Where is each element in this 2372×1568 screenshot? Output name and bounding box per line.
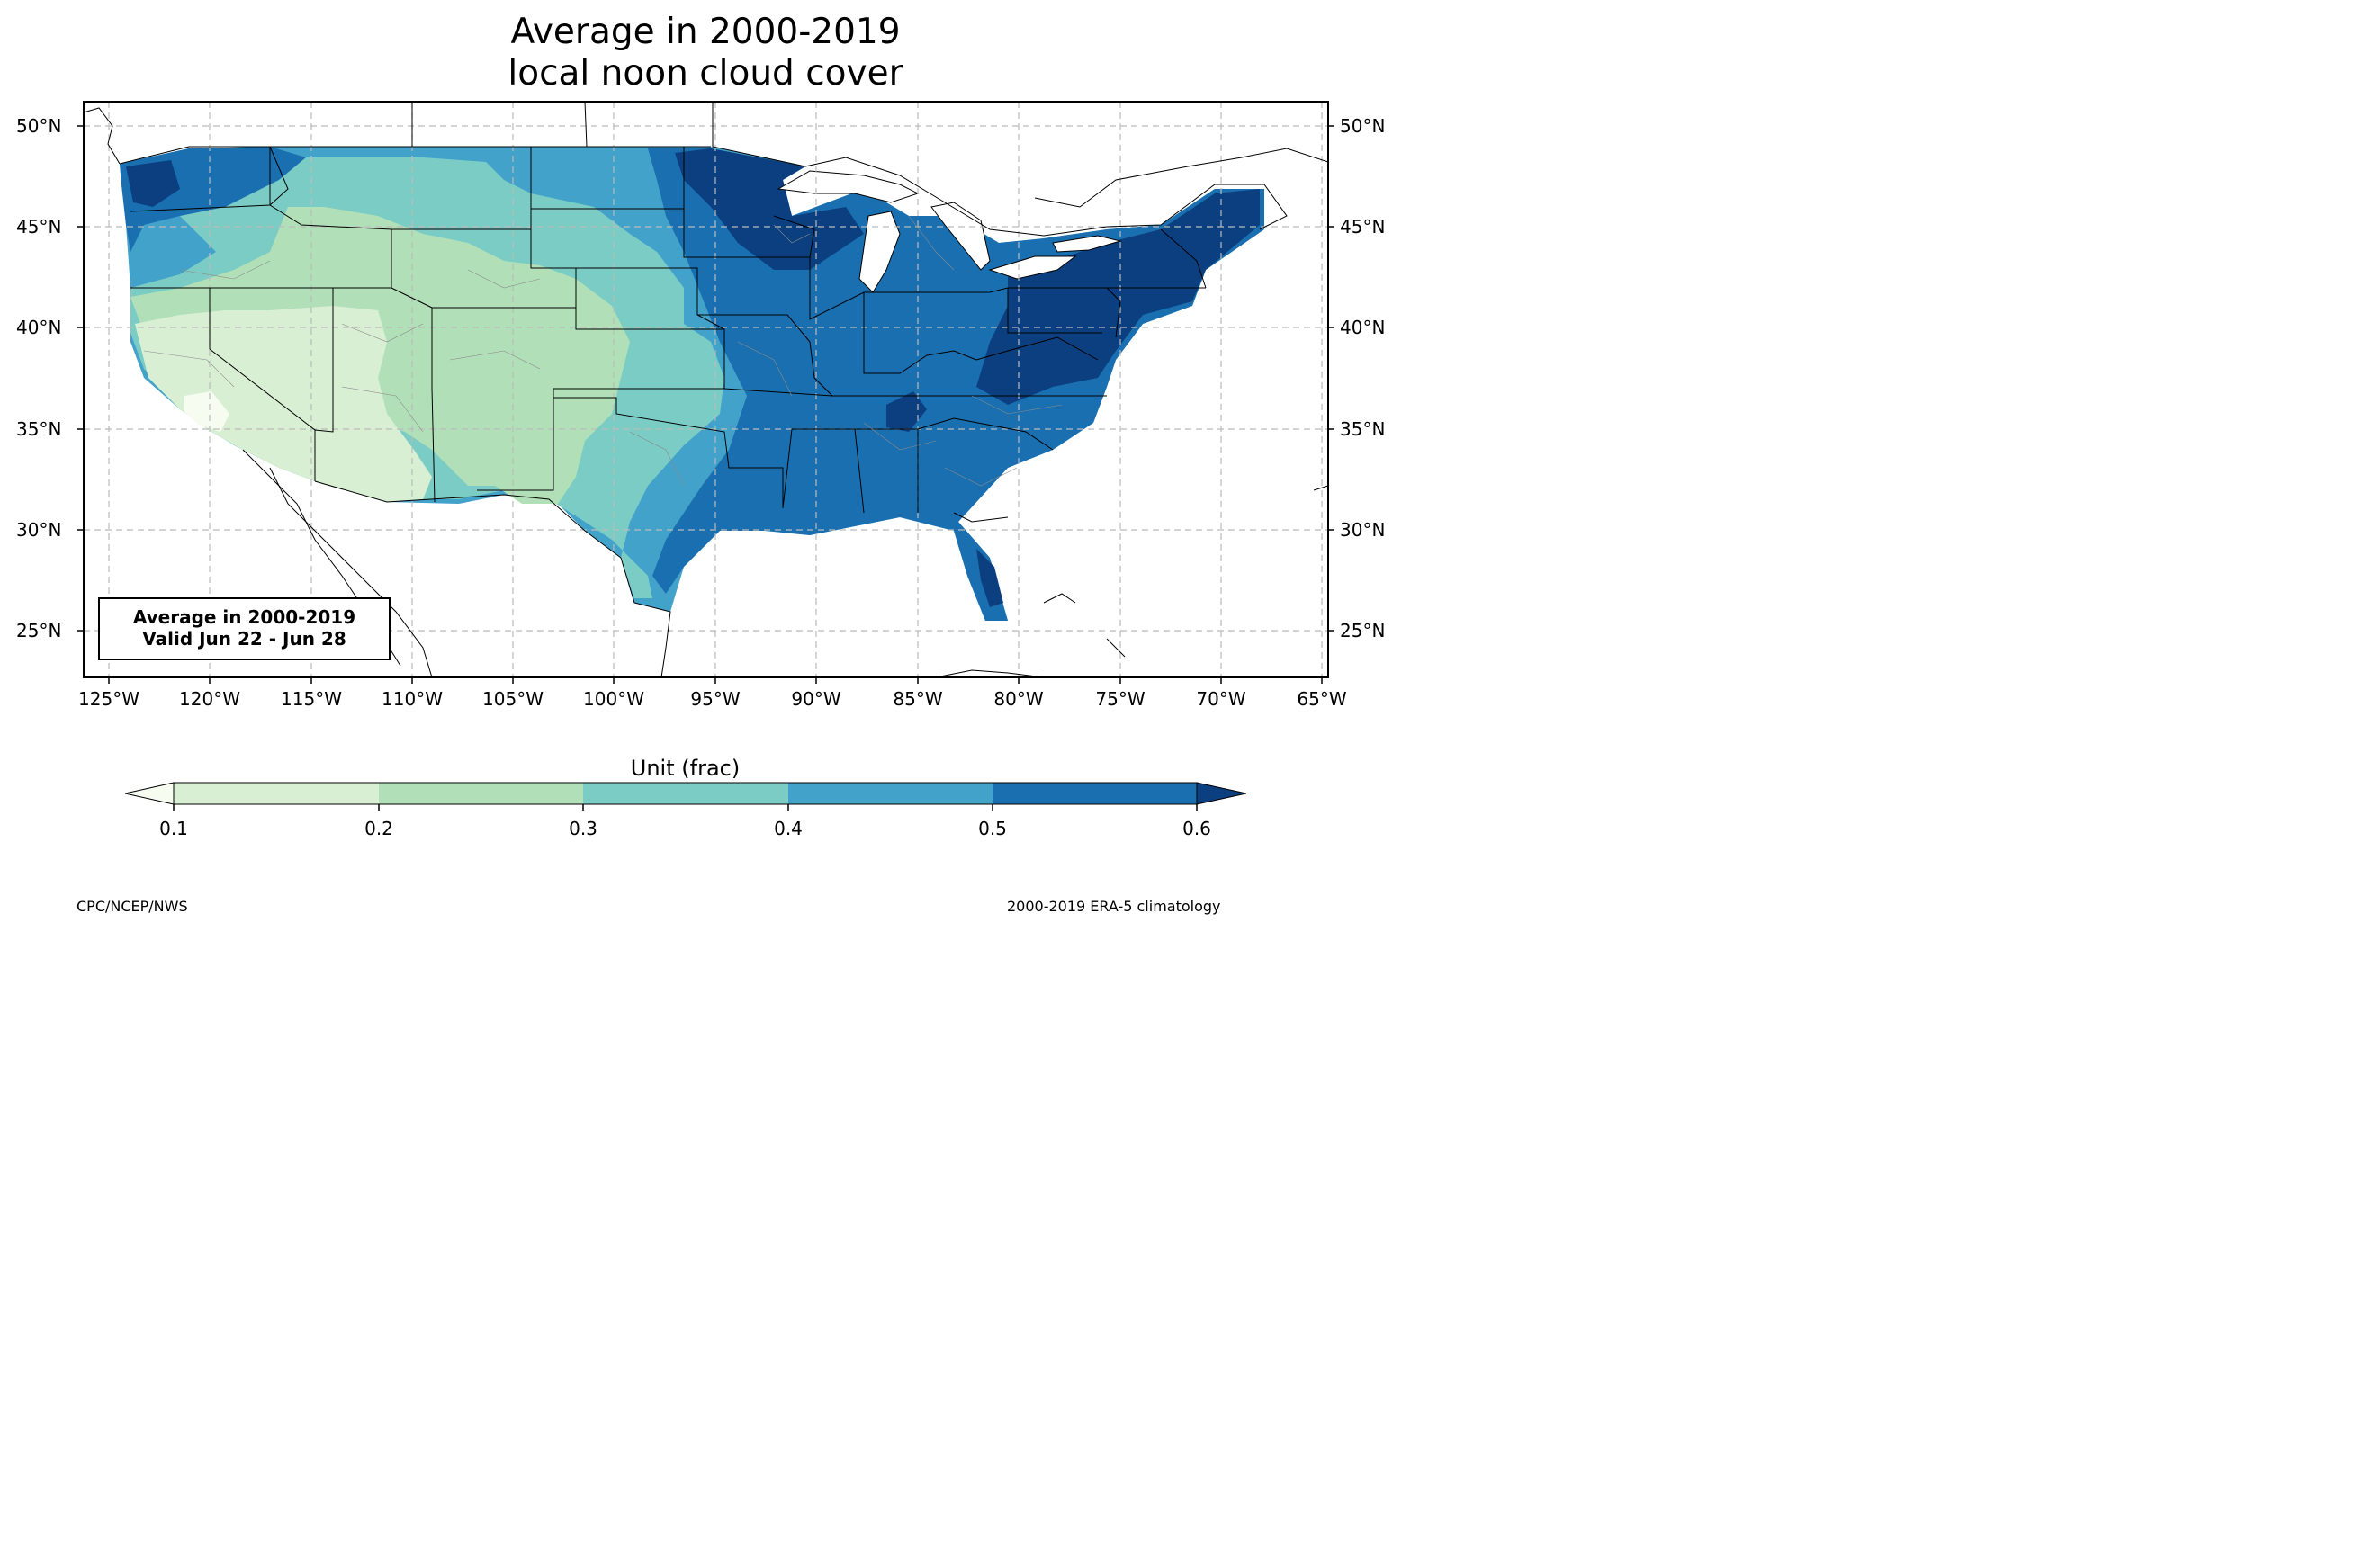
colorbar-segment-0.2-0.3 <box>379 783 583 804</box>
map-frame <box>83 101 1329 678</box>
lon-label-120w: 120°W <box>179 688 240 710</box>
lat-label-left-50: 50°N <box>16 115 62 137</box>
state-borders <box>130 146 1207 523</box>
colorbar-extend-high <box>1196 782 1247 805</box>
county-lines <box>143 215 1063 487</box>
lat-label-right-50: 50°N <box>1340 115 1386 137</box>
lon-label-100w: 100°W <box>583 688 644 710</box>
colorbar-segment-0.3-0.4 <box>583 783 788 804</box>
map-figure <box>77 101 1334 811</box>
colorbar-segment-0.5-0.6 <box>993 783 1197 804</box>
lon-label-110w: 110°W <box>382 688 443 710</box>
colorbar-tick-0.2: 0.2 <box>364 818 393 839</box>
lon-label-105w: 105°W <box>482 688 544 710</box>
contour-above-0.6-north <box>675 148 864 270</box>
lon-label-125w: 125°W <box>78 688 139 710</box>
lat-label-right-25: 25°N <box>1340 620 1386 641</box>
lon-label-115w: 115°W <box>281 688 342 710</box>
lon-label-95w: 95°W <box>690 688 741 710</box>
colorbar-tick-0.5: 0.5 <box>978 818 1007 839</box>
colorbar-segment-0.4-0.5 <box>788 783 993 804</box>
lon-label-70w: 70°W <box>1196 688 1246 710</box>
lon-label-75w: 75°W <box>1095 688 1146 710</box>
lat-label-left-45: 45°N <box>16 216 62 237</box>
colorbar-tick-0.4: 0.4 <box>774 818 803 839</box>
lat-label-right-30: 30°N <box>1340 519 1386 541</box>
contour-above-0.6-florida <box>976 549 1003 607</box>
footer-source: CPC/NCEP/NWS <box>76 898 188 915</box>
info-box-line2: Valid Jun 22 - Jun 28 <box>142 628 346 650</box>
footer-climatology: 2000-2019 ERA-5 climatology <box>1007 898 1221 915</box>
axis-ticks <box>77 125 1334 684</box>
colorbar <box>124 782 1247 811</box>
map-title-line2: local noon cloud cover <box>508 53 903 94</box>
contour-above-0.6-tennessee <box>886 391 927 432</box>
colorbar-tick-0.1: 0.1 <box>159 818 188 839</box>
map-plot-area <box>84 102 1328 677</box>
colorbar-extend-low <box>124 782 175 805</box>
lat-label-right-35: 35°N <box>1340 418 1386 440</box>
lon-label-85w: 85°W <box>893 688 943 710</box>
lat-label-right-45: 45°N <box>1340 216 1386 237</box>
contour-above-0.6-washington <box>126 160 180 207</box>
lon-label-65w: 65°W <box>1297 688 1347 710</box>
colorbar-segment-0.1-0.2 <box>174 783 379 804</box>
info-box: Average in 2000-2019 Valid Jun 22 - Jun … <box>98 597 391 660</box>
country-borders <box>84 102 1328 677</box>
lon-label-90w: 90°W <box>791 688 841 710</box>
great-lakes <box>777 170 1122 293</box>
contour-above-0.6-northeast <box>976 189 1260 405</box>
info-box-line1: Average in 2000-2019 <box>132 606 356 628</box>
lat-label-left-40: 40°N <box>16 317 62 338</box>
colorbar-label: Unit (frac) <box>630 756 741 781</box>
colorbar-tick-0.6: 0.6 <box>1182 818 1211 839</box>
colorbar-tick-0.3: 0.3 <box>569 818 597 839</box>
gridlines <box>84 102 1328 677</box>
lat-label-left-35: 35°N <box>16 418 62 440</box>
lat-label-right-40: 40°N <box>1340 317 1386 338</box>
lat-label-left-25: 25°N <box>16 620 62 641</box>
lat-label-left-30: 30°N <box>16 519 62 541</box>
map-title-line1: Average in 2000-2019 <box>510 12 901 52</box>
contour-below-0.1 <box>184 391 229 432</box>
lon-label-80w: 80°W <box>993 688 1044 710</box>
